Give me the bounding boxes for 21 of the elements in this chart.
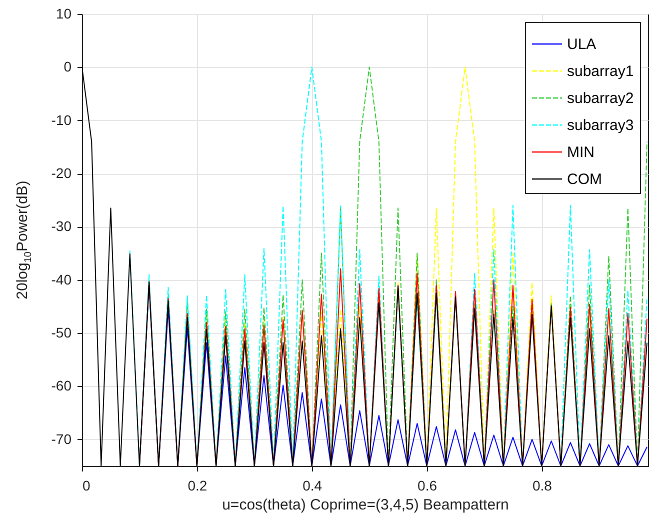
x-tick-label: 0.4	[302, 478, 322, 494]
x-tick-label: 0.6	[418, 478, 438, 494]
y-tick-label: -50	[51, 324, 72, 341]
legend-label: subarray2	[567, 90, 634, 107]
legend-label: subarray3	[567, 117, 634, 134]
legend-label: MIN	[567, 144, 594, 161]
y-tick-label: -40	[51, 271, 72, 288]
x-tick-label: 0.8	[532, 478, 552, 494]
y-tick-label: -60	[51, 378, 72, 394]
legend-label: COM	[567, 171, 602, 188]
y-tick-label: -20	[51, 165, 72, 182]
x-tick-label: 0.2	[188, 478, 208, 494]
y-tick-label: -10	[51, 112, 72, 128]
y-tick-label: -30	[51, 218, 72, 234]
x-tick-label: 0	[82, 478, 90, 494]
legend-label: subarray1	[567, 63, 634, 80]
y-tick-label: 10	[56, 6, 72, 22]
legend-label: ULA	[567, 36, 596, 53]
y-tick-label: 0	[64, 58, 72, 75]
x-axis-title: u=cos(theta) Coprime=(3,4,5) Beampattern	[222, 496, 509, 514]
y-tick-label: -70	[51, 430, 72, 447]
